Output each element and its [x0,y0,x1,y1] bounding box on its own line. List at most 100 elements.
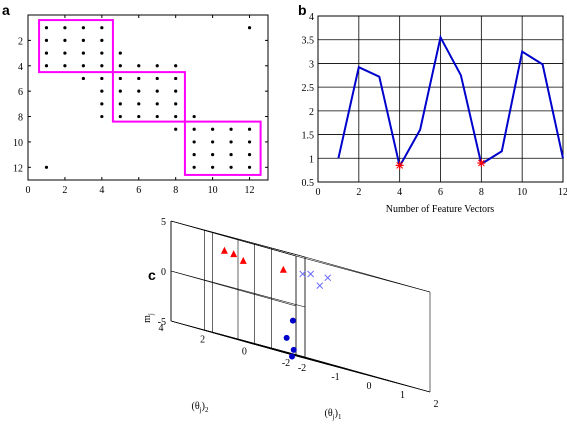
panel-b-marker [395,161,404,170]
panel-c-x-stroke-2 [316,282,324,289]
panel-a-point [229,127,233,131]
panel-a-point [137,102,141,106]
panel-c-triangle-point [239,256,247,264]
panel-c-ztick-label: 5 [161,217,166,228]
panel-a-point [63,64,67,68]
panel-b-xlabel: Number of Feature Vectors [386,204,495,215]
panel-a-point [155,64,159,68]
panel-a-point [100,76,104,81]
panel-a-matrix-plot: 0 2 4 6 8 10 12 2 4 6 8 10 12 [13,14,269,196]
panel-c-backwall-xz-grid-z [170,270,306,308]
panel-c-box-edge [170,320,306,358]
panel-a-point [44,165,49,169]
panel-a-point [63,38,67,42]
panel-c-box-edge [170,220,306,258]
panel-c-ztick-label: 0 [161,267,166,278]
panel-c-x-stroke-2 [299,270,307,278]
panel-c-circle-point [289,353,295,360]
panel-a-point [229,140,233,144]
panel-c-letter: c [148,267,156,283]
panel-c-xtick-label: -2 [298,363,306,374]
panel-a-point [118,102,122,106]
panel-a-ytick-label: 8 [18,113,23,124]
panel-a-point [247,26,252,30]
panel-c-circle-point [283,334,290,341]
panel-c-x-point [324,274,332,282]
panel-a-point [174,89,178,93]
panel-a-point [81,76,85,81]
panel-a-letter: a [2,2,10,18]
panel-b-ytick-label: 0.5 [302,178,315,189]
panel-a-point [174,114,178,119]
panel-a-cluster-box [111,71,186,123]
panel-a-frame [27,14,269,181]
panel-a-point [81,26,85,30]
panel-a-point [247,165,252,169]
panel-b-letter: b [298,2,307,18]
panel-a-point [174,64,178,68]
panel-a-ytick-label: 4 [18,62,23,73]
panel-a-point [118,51,122,55]
panel-a-point [174,102,178,106]
panel-a-point [192,140,196,144]
panel-b-xtick-label: 12 [558,187,567,198]
panel-c-ylabel-idx: 2 [205,406,209,414]
panel-b-marker-d2 [477,159,485,167]
panel-a-ytick-label: 12 [13,163,23,174]
panel-c-circle-point [289,317,296,324]
panel-a-point [211,165,215,169]
panel-c-ytick-label: 4 [159,323,164,334]
panel-c-zlabel-main: m [142,315,153,323]
panel-c-xlabel-idx: 1 [338,413,342,421]
panel-a-point [211,153,215,157]
panel-b-line-chart: 0 2 4 6 8 10 12 0.5 1 1.5 2 2.5 3 3.5 4 [302,12,567,198]
panel-a-xtick-label: 8 [173,185,178,196]
panel-b-ytick-label: 2.5 [302,83,315,94]
panel-c-zlabel: mj [142,313,155,323]
panel-b-ytick-label: 2 [309,107,314,118]
panel-a-point [100,51,104,55]
panel-b-frame [317,15,564,183]
panel-a-point [100,38,104,42]
panel-a-point [229,165,233,169]
panel-c-ylabel-sub: j [199,406,202,414]
panel-a-xtick-label: 10 [208,185,218,196]
panel-a-point [118,64,122,68]
panel-c-ylabel-main: (θ [192,401,200,412]
panel-a-point [211,140,215,144]
panel-a-point [118,76,122,81]
panel-c-x-point [299,270,307,278]
panel-c-x-point [307,270,314,278]
panel-c-3d-scatter: -2 -1 0 1 2 -2 0 2 4-5 0 5 [158,217,439,410]
panel-b-marker [477,159,486,168]
panel-a-point [137,114,141,119]
panel-c-box-edge [304,356,431,393]
panel-a-ytick-label: 2 [18,36,23,47]
panel-a-point [229,153,233,157]
panel-c-ylabel: (θj)2 [192,401,209,414]
panel-c-circle-point [290,346,297,353]
panel-c-xlabel: (θj)1 [325,408,342,421]
panel-c-xlabel-main: (θ [325,408,333,419]
panel-c-x-point [316,282,324,289]
panel-c-xtick-label: 2 [434,399,439,410]
panel-a-point [174,76,178,81]
panel-c-triangle-point [279,265,287,273]
panel-a-xtick-label: 4 [99,185,104,196]
panel-a-point [44,51,49,55]
panel-a-point [81,64,85,68]
panel-b-xtick-label: 8 [479,187,484,198]
panel-a-point [81,38,85,42]
panel-c-zlabel-sub: j [147,313,155,316]
panel-a-ytick-label: 10 [13,138,23,149]
panel-a-point [155,114,159,119]
panel-b-marker-d2 [396,162,404,169]
panel-c-xtick-label: -1 [331,372,339,383]
panel-a-point [192,114,196,119]
panel-a-point [100,114,104,119]
panel-a-xtick-label: 0 [26,185,31,196]
panel-a-xtick-label: 6 [136,185,141,196]
panel-a-point [174,127,178,131]
panel-a-point [44,64,49,68]
panel-b-xtick-label: 4 [397,187,402,198]
